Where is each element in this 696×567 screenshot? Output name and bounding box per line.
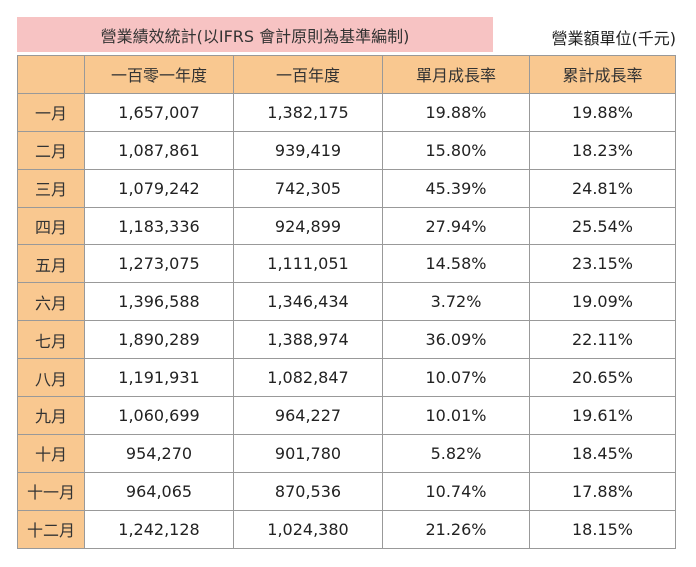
- unit-label: 營業額單位(千元): [551, 29, 677, 48]
- revenue-101-cell: 1,890,289: [84, 320, 234, 360]
- cumulative-growth-cell: 22.11%: [529, 320, 676, 360]
- table-row: 十一月 964,065 870,536 10.74% 17.88%: [17, 471, 676, 511]
- table-row: 十月 954,270 901,780 5.82% 18.45%: [17, 433, 676, 473]
- header-cell-year-101: 一百零一年度: [84, 55, 234, 94]
- month-cell: 四月: [17, 206, 85, 246]
- table-row: 二月 1,087,861 939,419 15.80% 18.23%: [17, 130, 676, 170]
- month-cell: 五月: [17, 244, 85, 284]
- revenue-101-cell: 1,060,699: [84, 396, 234, 435]
- revenue-100-cell: 1,082,847: [233, 358, 383, 398]
- cumulative-growth-cell: 19.88%: [529, 92, 676, 132]
- report-title: 營業績效統計(以IFRS 會計原則為基準編制): [17, 17, 493, 52]
- cumulative-growth-cell: 24.81%: [529, 168, 676, 208]
- header-cell-blank: [17, 55, 85, 94]
- monthly-growth-cell: 10.01%: [382, 396, 530, 435]
- header-row: 一百零一年度 一百年度 單月成長率 累計成長率: [17, 55, 676, 94]
- revenue-100-cell: 1,346,434: [233, 282, 383, 322]
- monthly-growth-cell: 10.74%: [382, 471, 530, 511]
- revenue-101-cell: 1,087,861: [84, 130, 234, 170]
- monthly-growth-cell: 15.80%: [382, 130, 530, 170]
- revenue-101-cell: 1,396,588: [84, 282, 234, 322]
- revenue-100-cell: 924,899: [233, 206, 383, 246]
- table-row: 九月 1,060,699 964,227 10.01% 19.61%: [17, 396, 676, 435]
- cumulative-growth-cell: 25.54%: [529, 206, 676, 246]
- cumulative-growth-cell: 19.09%: [529, 282, 676, 322]
- month-cell: 七月: [17, 320, 85, 360]
- revenue-100-cell: 870,536: [233, 471, 383, 511]
- monthly-growth-cell: 45.39%: [382, 168, 530, 208]
- month-cell: 六月: [17, 282, 85, 322]
- revenue-101-cell: 1,191,931: [84, 358, 234, 398]
- monthly-growth-cell: 14.58%: [382, 244, 530, 284]
- cumulative-growth-cell: 18.45%: [529, 433, 676, 473]
- monthly-growth-cell: 27.94%: [382, 206, 530, 246]
- month-cell: 一月: [17, 92, 85, 132]
- revenue-100-cell: 1,388,974: [233, 320, 383, 360]
- month-cell: 二月: [17, 130, 85, 170]
- table-row: 六月 1,396,588 1,346,434 3.72% 19.09%: [17, 282, 676, 322]
- revenue-101-cell: 1,079,242: [84, 168, 234, 208]
- revenue-100-cell: 939,419: [233, 130, 383, 170]
- table-row: 一月 1,657,007 1,382,175 19.88% 19.88%: [17, 92, 676, 132]
- revenue-101-cell: 1,183,336: [84, 206, 234, 246]
- header-cell-cumulative-growth: 累計成長率: [529, 55, 676, 94]
- revenue-101-cell: 954,270: [84, 433, 234, 473]
- monthly-growth-cell: 5.82%: [382, 433, 530, 473]
- revenue-100-cell: 742,305: [233, 168, 383, 208]
- revenue-101-cell: 964,065: [84, 471, 234, 511]
- revenue-100-cell: 964,227: [233, 396, 383, 435]
- cumulative-growth-cell: 20.65%: [529, 358, 676, 398]
- monthly-growth-cell: 10.07%: [382, 358, 530, 398]
- revenue-101-cell: 1,657,007: [84, 92, 234, 132]
- monthly-growth-cell: 21.26%: [382, 509, 530, 549]
- table-row: 八月 1,191,931 1,082,847 10.07% 20.65%: [17, 358, 676, 398]
- table-row: 五月 1,273,075 1,111,051 14.58% 23.15%: [17, 244, 676, 284]
- month-cell: 十一月: [17, 471, 85, 511]
- monthly-growth-cell: 19.88%: [382, 92, 530, 132]
- table-row: 十二月 1,242,128 1,024,380 21.26% 18.15%: [17, 509, 676, 549]
- cumulative-growth-cell: 18.15%: [529, 509, 676, 549]
- revenue-100-cell: 1,382,175: [233, 92, 383, 132]
- monthly-growth-cell: 3.72%: [382, 282, 530, 322]
- revenue-100-cell: 901,780: [233, 433, 383, 473]
- monthly-growth-cell: 36.09%: [382, 320, 530, 360]
- month-cell: 十二月: [17, 509, 85, 549]
- cumulative-growth-cell: 17.88%: [529, 471, 676, 511]
- revenue-101-cell: 1,273,075: [84, 244, 234, 284]
- cumulative-growth-cell: 19.61%: [529, 396, 676, 435]
- month-cell: 九月: [17, 396, 85, 435]
- cumulative-growth-cell: 23.15%: [529, 244, 676, 284]
- table-row: 三月 1,079,242 742,305 45.39% 24.81%: [17, 168, 676, 208]
- table-row: 四月 1,183,336 924,899 27.94% 25.54%: [17, 206, 676, 246]
- header-cell-year-100: 一百年度: [233, 55, 383, 94]
- table-row: 七月 1,890,289 1,388,974 36.09% 22.11%: [17, 320, 676, 360]
- revenue-100-cell: 1,024,380: [233, 509, 383, 549]
- revenue-100-cell: 1,111,051: [233, 244, 383, 284]
- month-cell: 十月: [17, 433, 85, 473]
- revenue-101-cell: 1,242,128: [84, 509, 234, 549]
- month-cell: 八月: [17, 358, 85, 398]
- header-cell-monthly-growth: 單月成長率: [382, 55, 530, 94]
- revenue-table: 一百零一年度 一百年度 單月成長率 累計成長率 一月 1,657,007 1,3…: [17, 55, 676, 549]
- month-cell: 三月: [17, 168, 85, 208]
- cumulative-growth-cell: 18.23%: [529, 130, 676, 170]
